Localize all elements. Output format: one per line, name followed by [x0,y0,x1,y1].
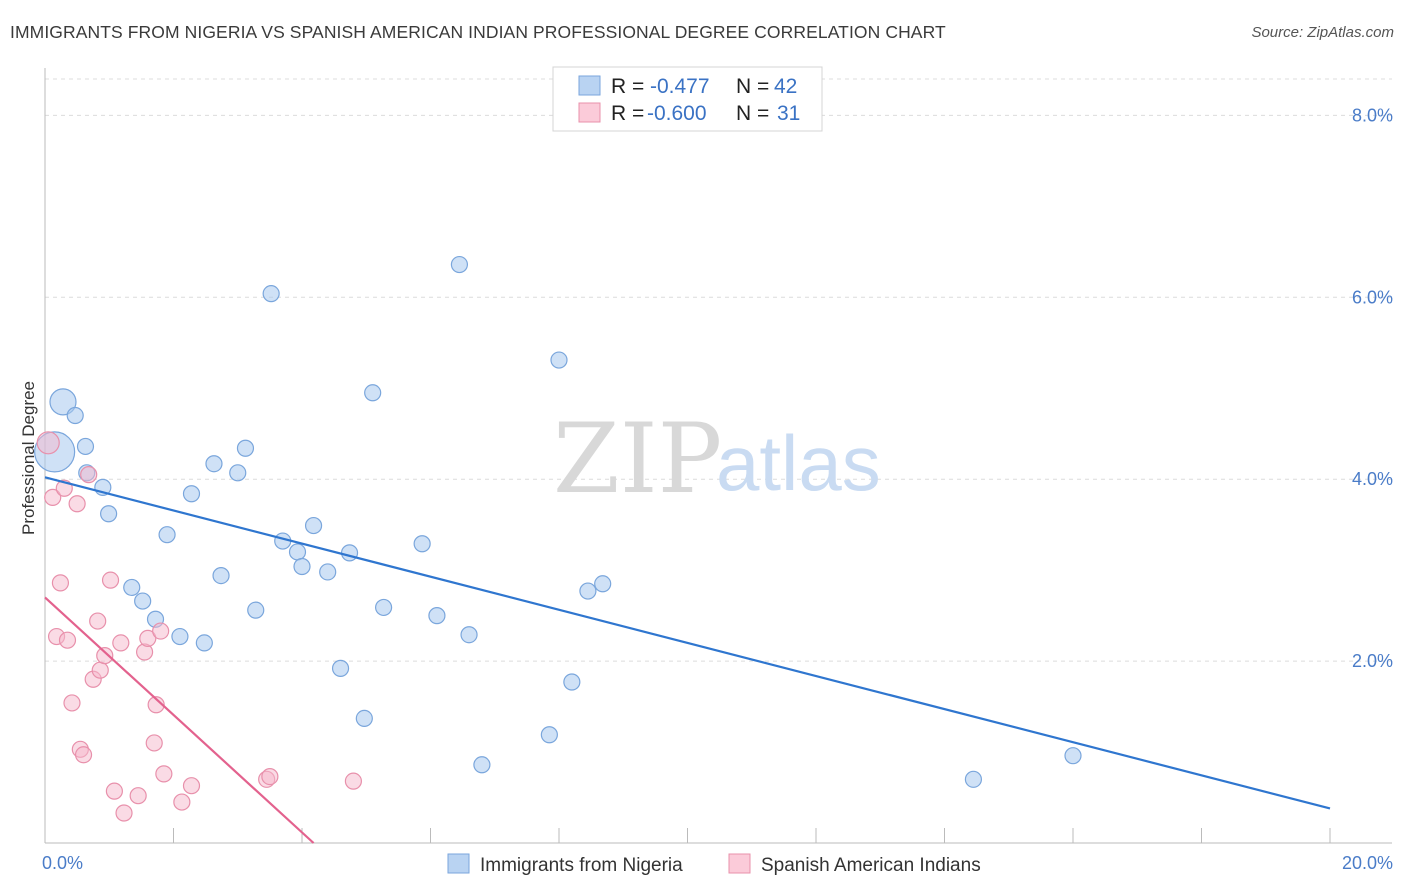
point-nigeria [550,351,568,369]
point-spanish-american-indian [344,772,362,790]
point-nigeria [594,575,612,593]
data-points [34,255,1082,822]
point-spanish-american-indian [139,629,157,647]
point-spanish-american-indian [80,466,98,484]
y-tick-label: 8.0% [1352,105,1393,125]
point-nigeria [450,255,469,274]
point-spanish-american-indian [105,782,123,800]
point-nigeria [49,388,77,416]
legend-n-label: N = [736,75,769,98]
point-nigeria [1064,747,1082,765]
point-nigeria [540,726,558,744]
trend-line-spanish-american-indian [44,596,315,844]
point-nigeria [171,627,189,646]
point-spanish-american-indian [129,787,147,805]
point-nigeria [319,563,337,581]
legend-r-label: R = [611,102,644,125]
point-spanish-american-indian [112,634,130,652]
point-nigeria [262,285,280,303]
point-nigeria [460,626,478,644]
point-nigeria [100,505,118,523]
point-nigeria [123,578,141,597]
point-spanish-american-indian [44,488,62,506]
point-spanish-american-indian [91,661,109,679]
point-nigeria [236,439,255,457]
point-nigeria [331,659,350,677]
point-nigeria [205,455,223,473]
point-nigeria [304,516,323,535]
y-tick-labels: 2.0% 4.0% 6.0% 8.0% [1352,105,1393,671]
watermark-atlas: atlas [716,419,881,507]
point-spanish-american-indian [147,696,165,714]
series-legend-label-spanish-american-indian: Spanish American Indians [761,855,981,876]
point-nigeria [579,582,597,600]
point-spanish-american-indian [152,622,170,640]
point-nigeria [134,592,152,610]
point-spanish-american-indian [173,793,191,811]
point-nigeria [340,544,359,562]
point-spanish-american-indian [89,612,107,630]
point-nigeria [195,634,213,652]
legend-n-value: 31 [777,102,800,125]
point-nigeria [76,437,95,456]
point-spanish-american-indian [51,574,70,592]
trend-line-nigeria [44,476,1331,810]
x-tick-label-max: 20.0% [1342,853,1393,873]
x-tick-label-min: 0.0% [42,853,83,873]
point-spanish-american-indian [145,734,163,752]
y-axis-label: Professional Degree [19,381,38,535]
y-tick-label: 2.0% [1352,651,1393,671]
gridlines [45,78,1392,662]
trend-lines [44,476,1331,844]
point-spanish-american-indian [63,694,81,712]
point-spanish-american-indian [68,495,86,513]
point-spanish-american-indian [36,431,60,455]
point-nigeria [293,557,311,576]
legend-swatch-nigeria [578,75,601,96]
point-nigeria [364,384,382,402]
point-spanish-american-indian [58,631,77,649]
point-spanish-american-indian [155,765,173,783]
watermark-zip: ZIP [553,403,722,515]
point-nigeria [288,543,307,561]
point-nigeria [212,566,230,585]
point-spanish-american-indian [182,777,201,795]
series-legend-label-nigeria: Immigrants from Nigeria [480,855,683,876]
series-legend-swatch-nigeria [447,853,470,874]
legend-swatch-spanish-american-indian [578,102,601,123]
point-nigeria [158,526,176,544]
series-legend: Immigrants from Nigeria Spanish American… [447,853,981,876]
legend-r-label: R = [611,75,644,98]
point-spanish-american-indian [96,647,114,665]
point-nigeria [473,756,491,774]
legend-n-label: N = [736,102,769,125]
point-spanish-american-indian [74,746,93,764]
watermark: ZIP atlas [553,403,881,515]
point-nigeria [374,598,393,617]
x-ticks [173,828,1331,843]
point-nigeria [428,607,446,625]
point-nigeria [413,535,431,553]
legend-n-value: 42 [774,75,797,98]
point-spanish-american-indian [261,768,279,786]
legend-r-value: -0.600 [647,102,707,125]
point-spanish-american-indian [101,571,120,589]
chart-title: IMMIGRANTS FROM NIGERIA VS SPANISH AMERI… [10,22,946,42]
correlation-legend: R = -0.477 N = 42 R = -0.600 N = 31 [552,66,823,132]
point-nigeria [964,770,983,788]
point-nigeria [229,464,247,482]
point-nigeria [563,673,581,691]
point-spanish-american-indian [115,804,133,822]
series-legend-swatch-spanish-american-indian [728,853,751,874]
legend-r-value: -0.477 [650,75,710,98]
point-nigeria [355,709,373,727]
y-tick-label: 6.0% [1352,287,1393,307]
point-nigeria [247,601,265,619]
chart-source: Source: ZipAtlas.com [1251,24,1394,41]
point-nigeria [66,406,84,425]
y-tick-label: 4.0% [1352,469,1393,489]
point-nigeria [182,485,201,503]
